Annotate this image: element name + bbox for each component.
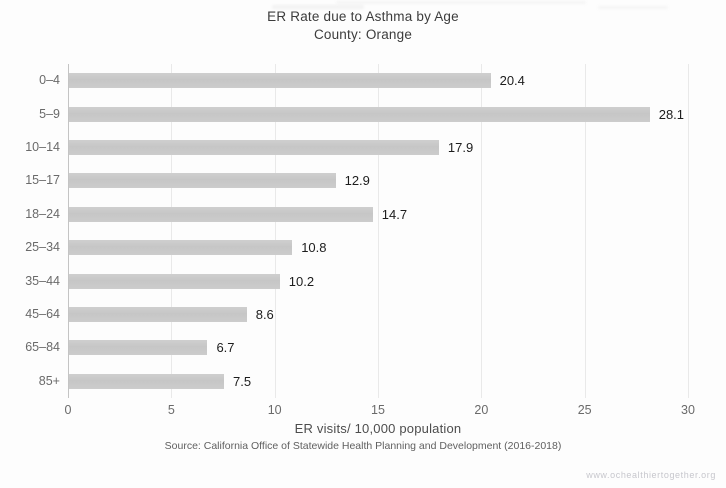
gridline xyxy=(171,64,173,398)
category-label: 5–9 xyxy=(39,106,60,121)
category-label: 65–84 xyxy=(25,340,60,355)
x-tick-label: 25 xyxy=(577,403,592,417)
category-label: 45–64 xyxy=(25,307,60,321)
bar xyxy=(69,373,224,389)
bar xyxy=(69,106,650,122)
x-tick-label: 10 xyxy=(267,403,282,417)
value-label: 8.6 xyxy=(255,307,274,322)
x-tick-label: 15 xyxy=(371,403,385,417)
x-tick-label: 0 xyxy=(64,403,72,417)
gridline xyxy=(481,64,483,398)
bar xyxy=(69,273,280,289)
chart-subtitle: County: Orange xyxy=(313,27,413,42)
gridline xyxy=(378,64,379,398)
category-label: 85+ xyxy=(38,373,60,388)
x-tick-label: 30 xyxy=(681,403,695,417)
bar xyxy=(69,340,208,356)
chart-title: ER Rate due to Asthma by Age xyxy=(267,9,459,24)
category-label: 0–4 xyxy=(39,73,60,88)
value-label: 10.8 xyxy=(301,240,327,256)
x-tick-label: 5 xyxy=(167,403,175,417)
bar xyxy=(69,240,293,256)
value-label: 12.9 xyxy=(344,173,370,189)
value-label: 6.7 xyxy=(216,340,235,356)
category-label: 10–14 xyxy=(25,140,60,154)
x-tick-label: 20 xyxy=(474,403,489,417)
bar xyxy=(69,140,439,155)
gridline xyxy=(584,64,586,398)
value-label: 17.9 xyxy=(447,140,474,155)
gridline xyxy=(274,64,276,398)
source-note: Source: California Office of Statewide H… xyxy=(164,440,562,452)
value-label: 28.1 xyxy=(658,106,685,122)
value-label: 7.5 xyxy=(233,373,252,389)
category-label: 18–24 xyxy=(25,206,60,221)
bar xyxy=(69,206,373,222)
scan-artifact xyxy=(336,1,586,4)
value-label: 10.2 xyxy=(288,273,315,289)
value-label: 14.7 xyxy=(381,206,408,222)
category-label: 25–34 xyxy=(25,240,60,255)
scan-artifact xyxy=(598,6,668,9)
x-axis-label: ER visits/ 10,000 population xyxy=(294,421,462,436)
gridline xyxy=(688,64,689,398)
category-label: 35–44 xyxy=(25,273,60,288)
x-axis-tick-labels: 0 5 10 15 20 25 30 xyxy=(64,403,695,418)
bar xyxy=(69,173,336,189)
watermark: www.ochealthiertogether.org xyxy=(586,470,716,480)
bar xyxy=(69,307,247,322)
plot-area: 20.4 28.1 17.9 12.9 14.7 10.8 10.2 8.6 6.7 7.5 xyxy=(68,64,689,398)
bar xyxy=(69,73,491,89)
category-label: 15–17 xyxy=(25,173,60,188)
y-axis-labels: 0–4 5–9 10–14 15–17 18–24 25–34 35–44 45–64 65–8… xyxy=(0,64,60,398)
value-label: 20.4 xyxy=(499,73,525,89)
scan-artifact xyxy=(272,5,364,9)
